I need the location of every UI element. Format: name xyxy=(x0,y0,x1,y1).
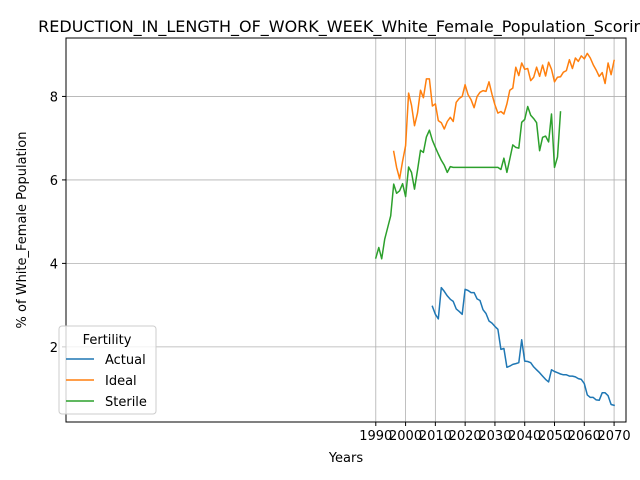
y-tick-label: 2 xyxy=(50,341,58,356)
legend-title: Fertility xyxy=(83,333,132,348)
x-tick-label: 2010 xyxy=(419,429,452,444)
plot-frame xyxy=(65,37,627,423)
x-tick-label: 2060 xyxy=(568,429,601,444)
grid xyxy=(66,38,626,422)
legend-entries: Actual Ideal Sterile xyxy=(66,353,147,410)
x-tick-label: 2050 xyxy=(538,429,571,444)
series-line-actual xyxy=(431,286,616,407)
x-axis-label: Years xyxy=(328,451,364,466)
x-tick-label: 2020 xyxy=(449,429,482,444)
series-line-sterile xyxy=(374,105,562,260)
legend-label-sterile: Sterile xyxy=(105,395,147,410)
y-tick-label: 4 xyxy=(50,257,58,272)
series-line-ideal xyxy=(392,52,615,180)
x-tick-label: 2030 xyxy=(478,429,511,444)
chart-title: REDUCTION_IN_LENGTH_OF_WORK_WEEK_White_F… xyxy=(38,17,640,37)
series-lines xyxy=(374,52,616,407)
legend-box xyxy=(58,325,157,415)
y-axis-label: % of White_Female Population xyxy=(15,132,30,329)
y-tick-label: 8 xyxy=(50,90,58,105)
legend: Fertility Actual Ideal Sterile xyxy=(58,325,157,415)
x-tick-label: 1990 xyxy=(359,429,392,444)
y-tick-label: 6 xyxy=(50,174,58,189)
legend-label-actual: Actual xyxy=(105,353,146,368)
x-tick-label: 2040 xyxy=(508,429,541,444)
legend-label-ideal: Ideal xyxy=(105,374,137,389)
x-tick-label: 2000 xyxy=(389,429,422,444)
x-tick-label: 2070 xyxy=(598,429,631,444)
